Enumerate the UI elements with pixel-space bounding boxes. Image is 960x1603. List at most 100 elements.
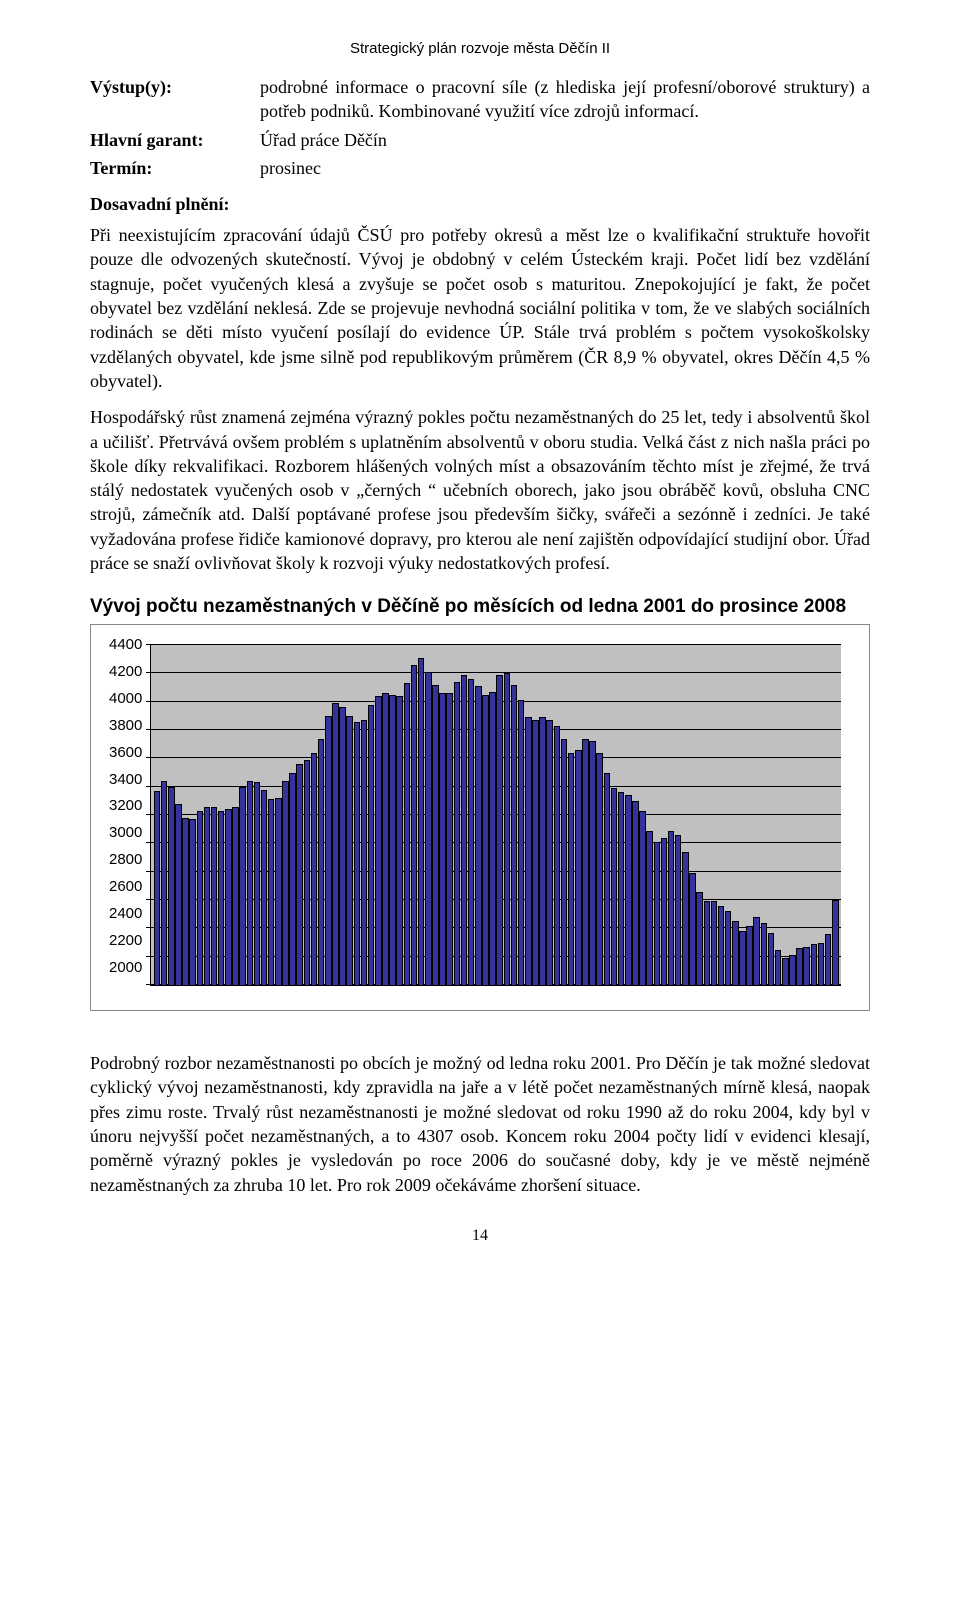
garant-label: Hlavní garant: (90, 128, 260, 152)
chart-y-tick-label: 2800 (109, 851, 142, 868)
chart-bar (575, 750, 582, 985)
chart-bar (354, 722, 361, 986)
chart-bar (404, 683, 411, 985)
chart-bar (225, 809, 232, 985)
chart-bar (411, 665, 418, 985)
chart-bar (625, 795, 632, 985)
chart-bar (546, 720, 553, 985)
chart-bar (725, 911, 732, 985)
chart-bar (468, 679, 475, 985)
document-header: Strategický plán rozvoje města Děčín II (90, 40, 870, 57)
chart-bar (496, 675, 503, 985)
chart-bar (304, 760, 311, 985)
meta-row-garant: Hlavní garant: Úřad práce Děčín (90, 128, 870, 152)
chart-bar (711, 901, 718, 985)
chart-bar (396, 696, 403, 985)
meta-row-vystupy: Výstup(y): podrobné informace o pracovní… (90, 75, 870, 124)
chart-y-tick-label: 3000 (109, 824, 142, 841)
page: Strategický plán rozvoje města Děčín II … (0, 0, 960, 1285)
chart-bar (739, 931, 746, 985)
chart-bar (704, 901, 711, 985)
footer-paragraph: Podrobný rozbor nezaměstnanosti po obcíc… (90, 1051, 870, 1197)
chart-bar (803, 947, 810, 985)
chart-bar (775, 950, 782, 985)
chart-y-tick-label: 3400 (109, 771, 142, 788)
chart-bar (661, 838, 668, 985)
chart-bar (646, 831, 653, 985)
chart-bar (339, 707, 346, 985)
vystupy-value: podrobné informace o pracovní síle (z hl… (260, 75, 870, 124)
chart-bar (746, 926, 753, 986)
chart-bar (532, 720, 539, 985)
page-number: 14 (90, 1227, 870, 1245)
chart-y-tick-label: 3200 (109, 797, 142, 814)
chart-bar (561, 739, 568, 986)
chart-bar (525, 717, 532, 985)
chart-y-tick-label: 4200 (109, 663, 142, 680)
chart-bar (432, 685, 439, 985)
chart-y-tick-label: 4000 (109, 690, 142, 707)
chart-bar (554, 726, 561, 985)
chart-bar (818, 943, 825, 986)
chart-bar (604, 773, 611, 986)
vystupy-label: Výstup(y): (90, 75, 260, 124)
chart-bar (239, 787, 246, 985)
chart-bar (568, 753, 575, 985)
chart-bar (732, 921, 739, 985)
chart-bar (218, 811, 225, 985)
chart-bar (753, 917, 760, 985)
chart-bars (151, 645, 841, 985)
chart-bar (254, 782, 261, 985)
chart-bar (454, 682, 461, 985)
chart-y-tick-label: 4400 (109, 636, 142, 653)
paragraph-1: Při neexistujícím zpracování údajů ČSÚ p… (90, 223, 870, 393)
chart-plot-area (150, 645, 841, 986)
chart-bar (482, 695, 489, 985)
chart-y-tick-label: 2400 (109, 905, 142, 922)
chart-bar (375, 696, 382, 985)
chart-bar (718, 906, 725, 985)
chart-bar (654, 842, 661, 985)
chart-bar (261, 790, 268, 986)
chart-bar (689, 873, 696, 985)
chart-y-tick-label: 2200 (109, 932, 142, 949)
chart-bar (197, 811, 204, 985)
chart-bar (368, 705, 375, 986)
chart-bar (268, 799, 275, 985)
chart-bar (446, 693, 453, 985)
chart-bar (154, 791, 161, 985)
chart-bar (789, 955, 796, 985)
chart-bar (439, 693, 446, 985)
chart-bar (425, 672, 432, 985)
chart-bar (518, 700, 525, 985)
chart-bar (418, 658, 425, 985)
chart-bar (596, 753, 603, 985)
paragraph-2: Hospodářský růst znamená zejména výrazný… (90, 405, 870, 575)
chart-y-tick-label: 2000 (109, 959, 142, 976)
chart-bar (289, 773, 296, 986)
chart-bar (175, 804, 182, 985)
chart-bar (182, 818, 189, 985)
chart-bar (796, 948, 803, 985)
chart-bar (811, 944, 818, 985)
chart-bar (589, 741, 596, 985)
chart-bar (832, 900, 839, 985)
chart-bar (618, 792, 625, 985)
chart-bar (247, 781, 254, 985)
chart-y-tick-label: 2600 (109, 878, 142, 895)
chart-bar (204, 807, 211, 986)
chart-bar (168, 787, 175, 985)
chart-bar (511, 685, 518, 985)
chart-bar (761, 923, 768, 985)
chart-bar (489, 692, 496, 985)
chart-inner: 4400420040003800360034003200300028002600… (109, 645, 841, 986)
termin-value: prosinec (260, 156, 870, 180)
chart-bar (282, 781, 289, 985)
chart-bar (675, 835, 682, 985)
chart-y-tick-label: 3800 (109, 717, 142, 734)
chart-bar (768, 933, 775, 985)
chart-bar (539, 717, 546, 985)
chart-bar (389, 695, 396, 985)
chart-bar (382, 693, 389, 985)
termin-label: Termín: (90, 156, 260, 180)
